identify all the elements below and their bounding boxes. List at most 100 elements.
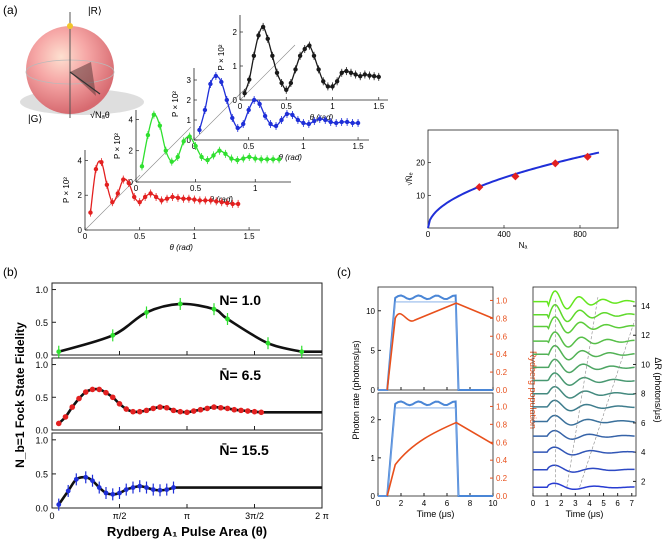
axes-box <box>51 432 323 509</box>
y-tick-label: 3 <box>187 76 192 85</box>
x-tick-label: 0 <box>426 230 431 239</box>
connector-line <box>135 126 192 183</box>
data-point <box>551 159 560 168</box>
data-point <box>258 409 265 416</box>
data-point <box>242 91 247 96</box>
data-point <box>170 407 177 414</box>
y-tick-label-right: 0.2 <box>496 368 508 377</box>
y-axis-label: P × 10² <box>171 91 180 117</box>
y-tick-label: 2 <box>187 96 192 105</box>
y-tick-label: 0 <box>187 136 192 145</box>
x-tick-label: 8 <box>468 499 473 508</box>
x-tick-label: 2 <box>559 499 564 508</box>
y-tick-label: 10 <box>416 191 425 200</box>
axes-box <box>532 286 637 497</box>
connector-line <box>193 84 250 141</box>
data-point <box>56 349 62 355</box>
data-point <box>262 113 268 119</box>
data-point <box>257 101 262 107</box>
data-point <box>175 195 181 201</box>
data-point <box>89 386 96 393</box>
data-point <box>297 53 303 58</box>
data-point <box>511 172 520 181</box>
data-point <box>55 420 62 427</box>
delta-r-trace <box>533 482 635 491</box>
axes-box <box>377 286 494 391</box>
data-point <box>150 405 157 412</box>
data-point <box>137 199 142 205</box>
x-tick-label: 1.5 <box>244 232 256 241</box>
data-point <box>126 180 131 186</box>
data-point <box>157 404 163 410</box>
x-tick-label: 0 <box>134 184 139 193</box>
data-point <box>151 112 157 117</box>
data-point <box>367 73 372 78</box>
x-tick-label: 400 <box>497 230 511 239</box>
data-point <box>208 81 213 87</box>
data-point <box>96 386 103 393</box>
data-point <box>163 148 169 153</box>
data-point <box>317 116 322 122</box>
data-point <box>353 72 358 77</box>
data-point <box>219 79 224 85</box>
data-point <box>203 198 208 203</box>
data-point <box>130 485 136 490</box>
data-point <box>157 123 163 128</box>
data-point <box>284 87 289 93</box>
data-point <box>279 80 284 86</box>
x-tick-label: 1.5 <box>373 102 385 111</box>
data-point <box>260 24 266 30</box>
x-tick-label: 1 <box>301 142 306 151</box>
data-point <box>73 476 79 482</box>
data-point <box>115 191 121 196</box>
data-point <box>144 310 149 315</box>
axes-box <box>51 357 323 431</box>
data-point <box>241 156 246 161</box>
fit-curve <box>89 160 239 213</box>
axes-box <box>377 392 494 497</box>
y-tick-label: 1.0 <box>35 360 48 370</box>
data-point <box>164 196 170 201</box>
x-tick-label: 2 <box>399 499 404 508</box>
bloch-sphere-illustration: |R⟩ |G⟩ √Nₐθ <box>20 6 144 125</box>
x-axis-label: θ (rad) <box>170 243 194 252</box>
y-tick-label: 2 <box>641 477 646 486</box>
x-tick-label: 3π/2 <box>245 511 264 521</box>
chart-b3: 0.0 0.5 1.0 N̄= 15.5 0 π/2 π 3π/2 2 π Rydberg A₁ … <box>13 322 329 539</box>
y-tick-label-right: 1.0 <box>496 296 508 305</box>
data-point <box>82 389 89 395</box>
rydberg-population-curve <box>386 302 494 391</box>
data-point <box>224 405 231 412</box>
data-point <box>244 408 251 414</box>
photon-rate-curve <box>378 400 493 497</box>
data-point <box>274 70 280 76</box>
data-point <box>312 118 317 124</box>
x-tick-label: 0 <box>83 232 88 241</box>
y-tick-label: 0.0 <box>35 426 48 436</box>
data-point <box>192 197 197 202</box>
y-tick-label: 10 <box>641 360 650 369</box>
data-point <box>333 120 339 126</box>
data-point <box>214 199 219 204</box>
x-tick-label: 1 <box>330 102 335 111</box>
y-tick-label-right: 1.0 <box>496 402 508 411</box>
data-point <box>223 151 228 157</box>
sqrt-n-theta-label: √Nₐθ <box>90 110 110 120</box>
data-point <box>325 84 331 89</box>
data-point <box>339 119 344 125</box>
data-point <box>217 404 224 411</box>
sphere-wedge <box>70 62 96 96</box>
delta-r-trace <box>533 464 635 473</box>
x-axis-label: θ (rad) <box>310 113 334 122</box>
x-axis-label: Time (μs) <box>566 509 604 519</box>
data-point <box>104 182 110 187</box>
data-point <box>251 97 257 103</box>
y-tick-label-right: 0.4 <box>496 456 508 465</box>
y-tick-label: 2 <box>129 147 134 156</box>
x-tick-label: 0.5 <box>190 184 202 193</box>
data-point <box>306 121 312 127</box>
axes-box <box>51 282 323 356</box>
data-point <box>344 119 350 125</box>
mean-photon-label: N= 1.0 <box>219 292 261 308</box>
data-point <box>109 394 116 401</box>
